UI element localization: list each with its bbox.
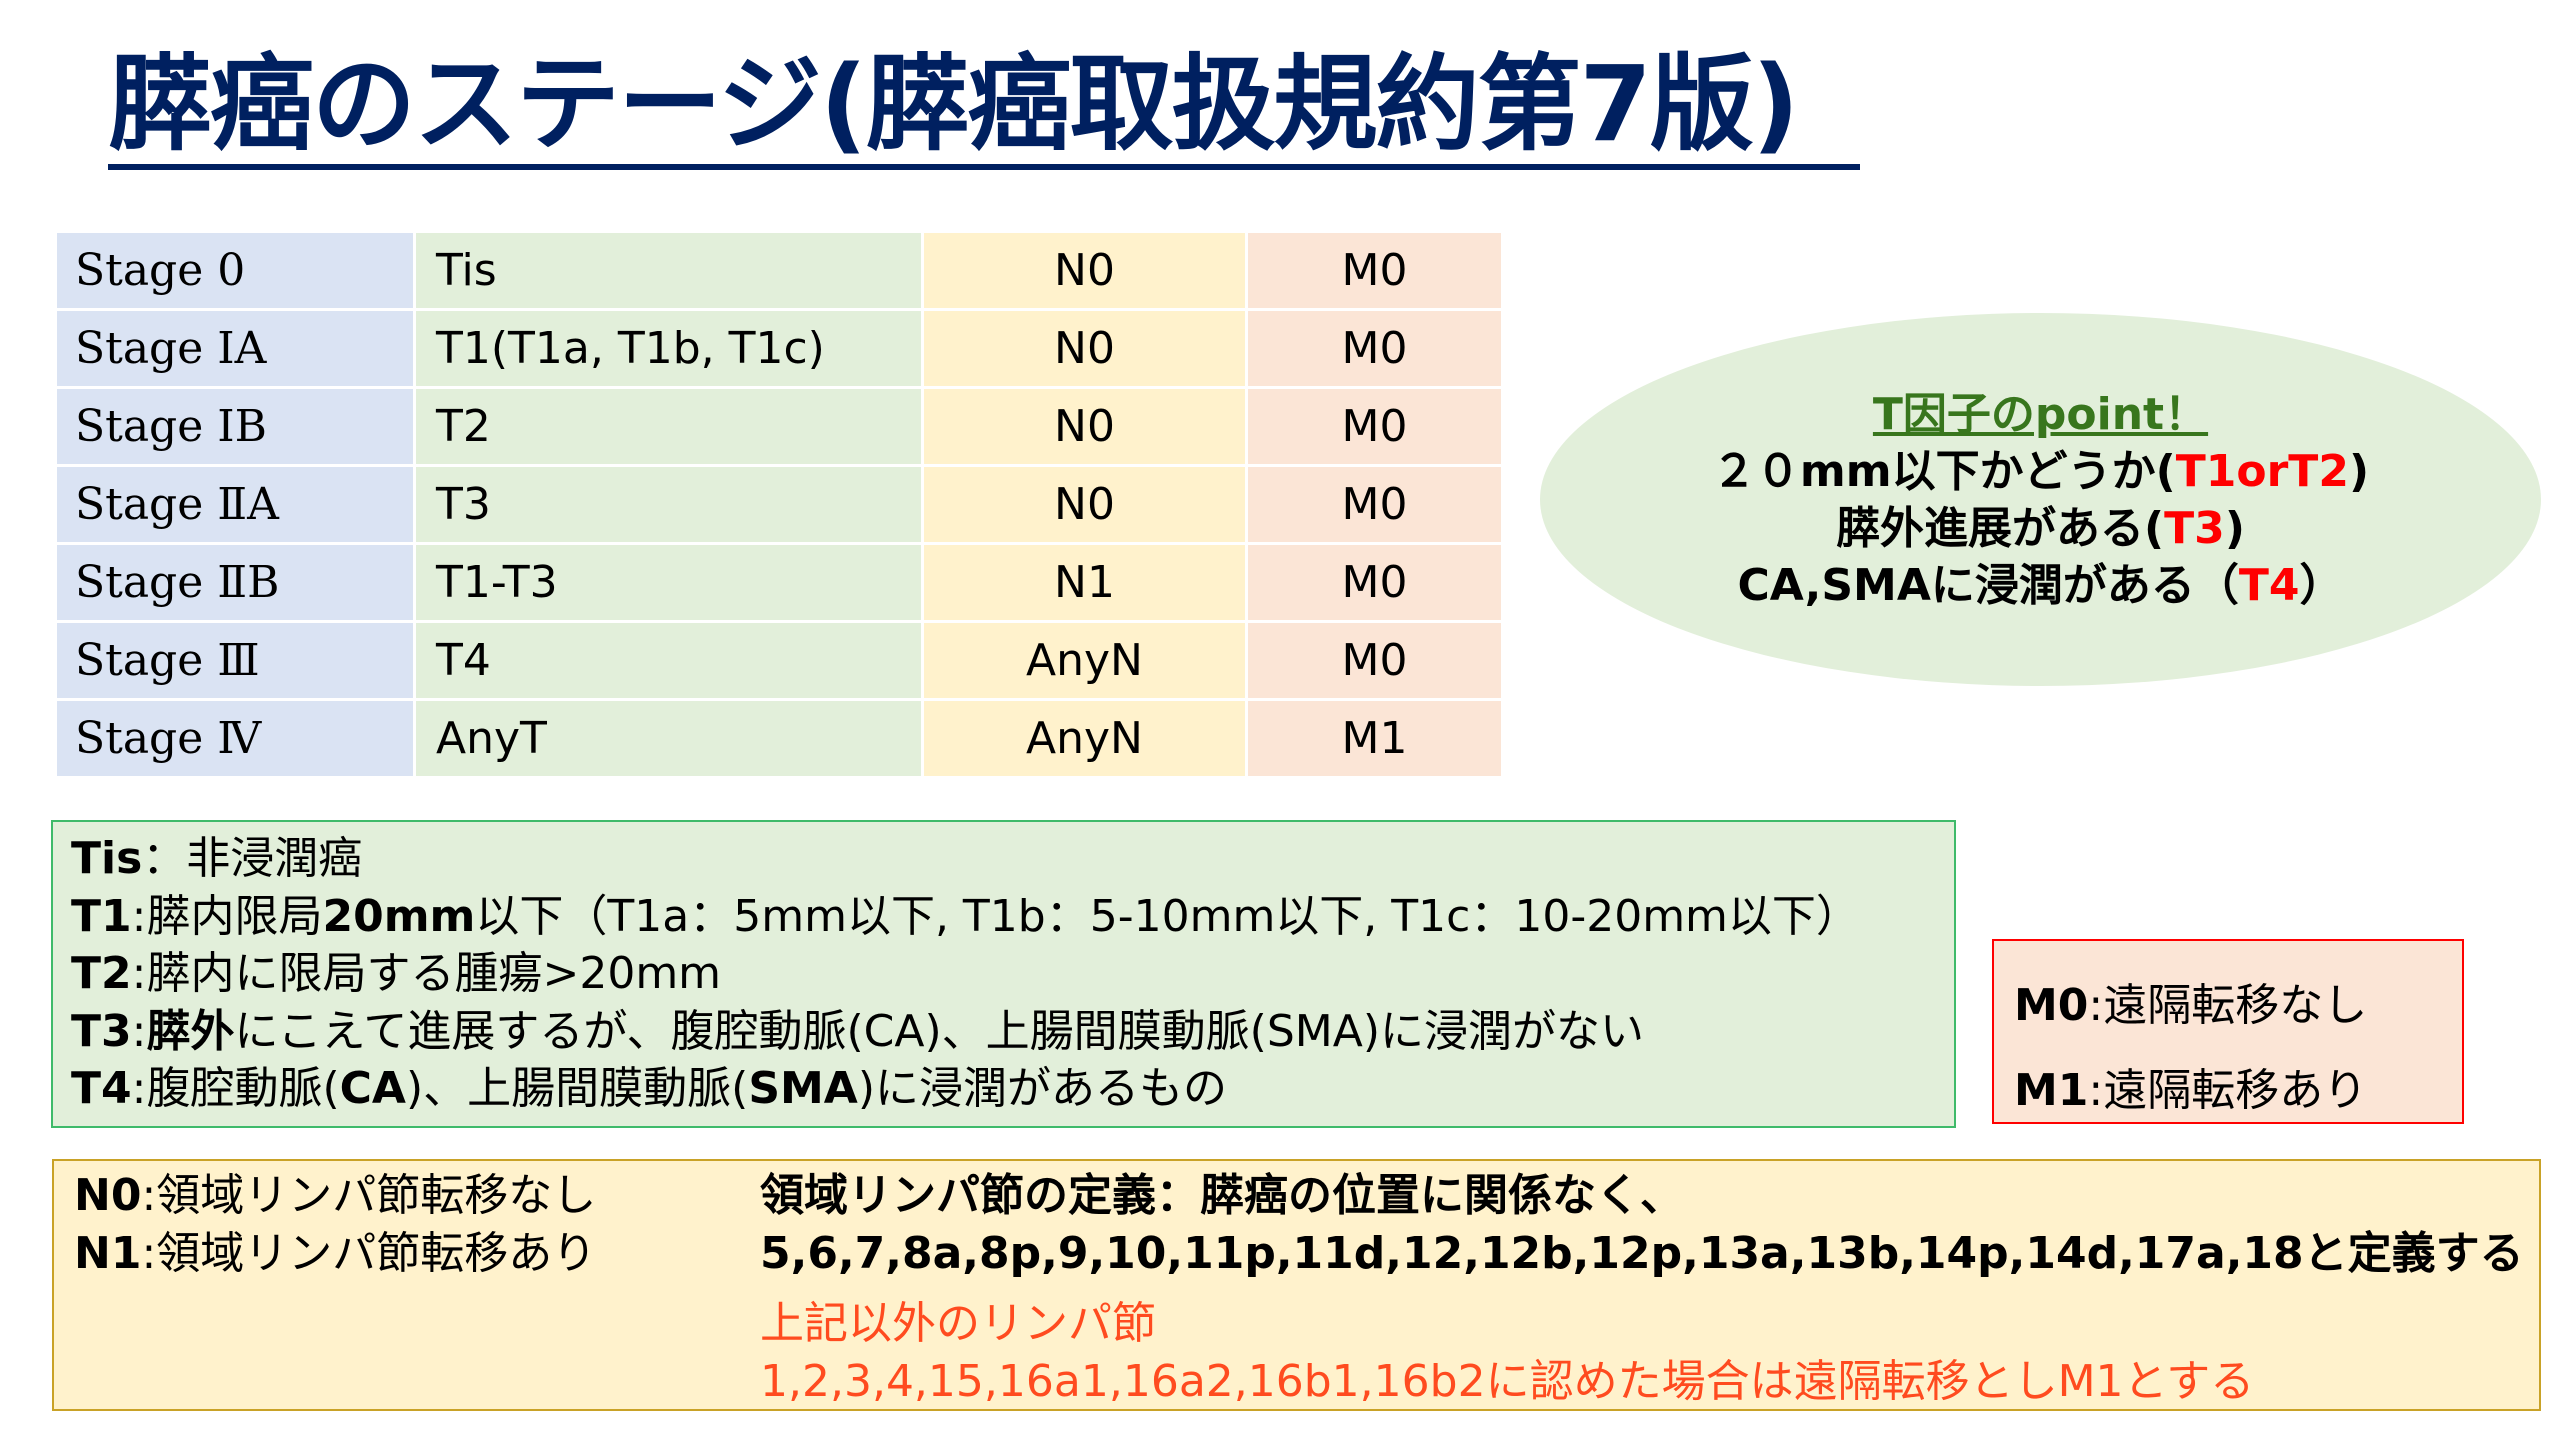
regional-node-definition: 領域リンパ節の定義：膵癌の位置に関係なく、 [760, 1170, 1684, 1221]
def-m1: M1:遠隔転移あり [2014, 1065, 2368, 1116]
n-cell: AnyN [924, 623, 1248, 701]
callout-line-2: 膵外進展がある(T3) [1836, 502, 2245, 554]
table-row: Stage ⅠB T2 N0 M0 [57, 389, 1504, 467]
n-cell: N0 [924, 233, 1248, 311]
m-cell: M0 [1248, 623, 1504, 701]
n-cell: AnyN [924, 701, 1248, 779]
t-cell: AnyT [416, 701, 924, 779]
t-cell: Tis [416, 233, 924, 311]
n-cell: N1 [924, 545, 1248, 623]
def-n0: N0:領域リンパ節転移なし [74, 1170, 597, 1221]
other-nodes-note: 1,2,3,4,15,16a1,16a2,16b1,16b2に認めた場合は遠隔転… [760, 1356, 2255, 1407]
regional-node-list: 5,6,7,8a,8p,9,10,11p,11d,12,12b,12p,13a,… [760, 1228, 2524, 1279]
t-factor-definitions: Tis：非浸潤癌 T1:膵内限局20mm以下（T1a：5mm以下, T1b：5-… [51, 820, 1956, 1128]
def-t4: T4:腹腔動脈(CA)、上腸間膜動脈(SMA)に浸潤があるもの [71, 1063, 1228, 1114]
n-cell: N0 [924, 467, 1248, 545]
callout-heading: T因子のpoint！ [1872, 388, 2209, 440]
stage-cell: Stage Ⅳ [57, 701, 416, 779]
stage-cell: Stage ⅠB [57, 389, 416, 467]
def-t1: T1:膵内限局20mm以下（T1a：5mm以下, T1b：5-10mm以下, T… [71, 890, 1860, 942]
t-cell: T2 [416, 389, 924, 467]
m-cell: M0 [1248, 389, 1504, 467]
t-cell: T3 [416, 467, 924, 545]
t-cell: T4 [416, 623, 924, 701]
other-nodes-heading: 上記以外のリンパ節 [760, 1298, 1156, 1349]
t-factor-point-callout: T因子のpoint！ ２０mm以下かどうか(T1orT2) 膵外進展がある(T3… [1540, 313, 2541, 686]
m-cell: M0 [1248, 467, 1504, 545]
def-t3: T3:膵外にこえて進展するが、腹腔動脈(CA)、上腸間膜動脈(SMA)に浸潤がな… [71, 1005, 1644, 1057]
stage-cell: Stage ⅡB [57, 545, 416, 623]
callout-line-3: CA,SMAに浸潤がある（T4） [1737, 559, 2344, 611]
m-cell: M1 [1248, 701, 1504, 779]
def-n1: N1:領域リンパ節転移あり [74, 1228, 597, 1279]
table-row: Stage ⅡB T1-T3 N1 M0 [57, 545, 1504, 623]
stage-table: Stage 0 Tis N0 M0 Stage ⅠA T1(T1a, T1b, T1c) N… [57, 233, 1504, 779]
table-row: Stage 0 Tis N0 M0 [57, 233, 1504, 311]
table-row: Stage ⅠA T1(T1a, T1b, T1c) N0 M0 [57, 311, 1504, 389]
page-title: 膵癌のステージ(膵癌取扱規約第7版) [108, 44, 1860, 170]
stage-cell: Stage ⅡA [57, 467, 416, 545]
stage-cell: Stage Ⅲ [57, 623, 416, 701]
table-row: Stage Ⅳ AnyT AnyN M1 [57, 701, 1504, 779]
def-tis: Tis：非浸潤癌 [71, 833, 363, 884]
m-cell: M0 [1248, 311, 1504, 389]
n-cell: N0 [924, 311, 1248, 389]
def-m0: M0:遠隔転移なし [2014, 980, 2368, 1031]
table-row: Stage Ⅲ T4 AnyN M0 [57, 623, 1504, 701]
t-cell: T1-T3 [416, 545, 924, 623]
def-t2: T2:膵内に限局する腫瘍>20mm [71, 948, 722, 999]
m-cell: M0 [1248, 233, 1504, 311]
stage-cell: Stage 0 [57, 233, 416, 311]
table-row: Stage ⅡA T3 N0 M0 [57, 467, 1504, 545]
m-factor-definitions: M0:遠隔転移なし M1:遠隔転移あり [1992, 939, 2464, 1124]
stage-cell: Stage ⅠA [57, 311, 416, 389]
m-cell: M0 [1248, 545, 1504, 623]
n-factor-definitions: N0:領域リンパ節転移なし N1:領域リンパ節転移あり 領域リンパ節の定義：膵癌… [52, 1159, 2541, 1411]
t-cell: T1(T1a, T1b, T1c) [416, 311, 924, 389]
callout-line-1: ２０mm以下かどうか(T1orT2) [1711, 445, 2370, 497]
n-cell: N0 [924, 389, 1248, 467]
